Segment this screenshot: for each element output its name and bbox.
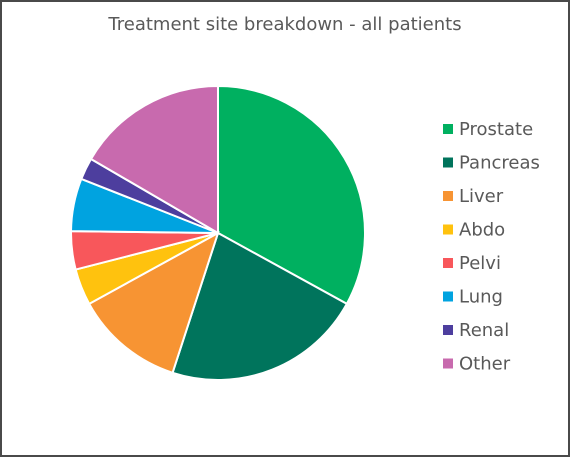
legend-label-abdo: Abdo: [459, 220, 505, 241]
legend-swatch-other: [443, 358, 453, 369]
legend-swatch-renal: [443, 325, 453, 335]
pie-slice-liver: [87, 230, 220, 375]
legend-label-other: Other: [459, 354, 511, 375]
legend-swatch-abdo: [443, 224, 453, 235]
legend-label-prostate: Prostate: [459, 119, 533, 140]
legend-swatch-liver: [443, 191, 453, 201]
chart-title: Treatment site breakdown - all patients: [108, 14, 462, 35]
pie-slice-prostate: [217, 84, 366, 306]
legend-label-renal: Renal: [459, 320, 509, 341]
legend-label-lung: Lung: [459, 287, 503, 308]
legend-swatch-prostate: [443, 124, 453, 134]
pie-slice-other: [89, 84, 219, 235]
legend: Prostate Pancreas Liver Abdo Pelvi Lung Renal O…: [443, 119, 540, 375]
legend-label-liver: Liver: [459, 186, 504, 207]
legend-swatch-lung: [443, 291, 453, 302]
pie-slices: [69, 84, 366, 381]
legend-label-pancreas: Pancreas: [459, 153, 540, 174]
pie-slice-pancreas: [171, 231, 349, 381]
legend-swatch-pancreas: [443, 157, 453, 168]
legend-label-pelvi: Pelvi: [459, 253, 501, 274]
legend-swatch-pelvi: [443, 258, 453, 268]
